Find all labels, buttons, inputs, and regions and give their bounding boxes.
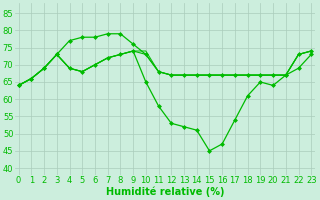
X-axis label: Humidité relative (%): Humidité relative (%) [106, 187, 224, 197]
